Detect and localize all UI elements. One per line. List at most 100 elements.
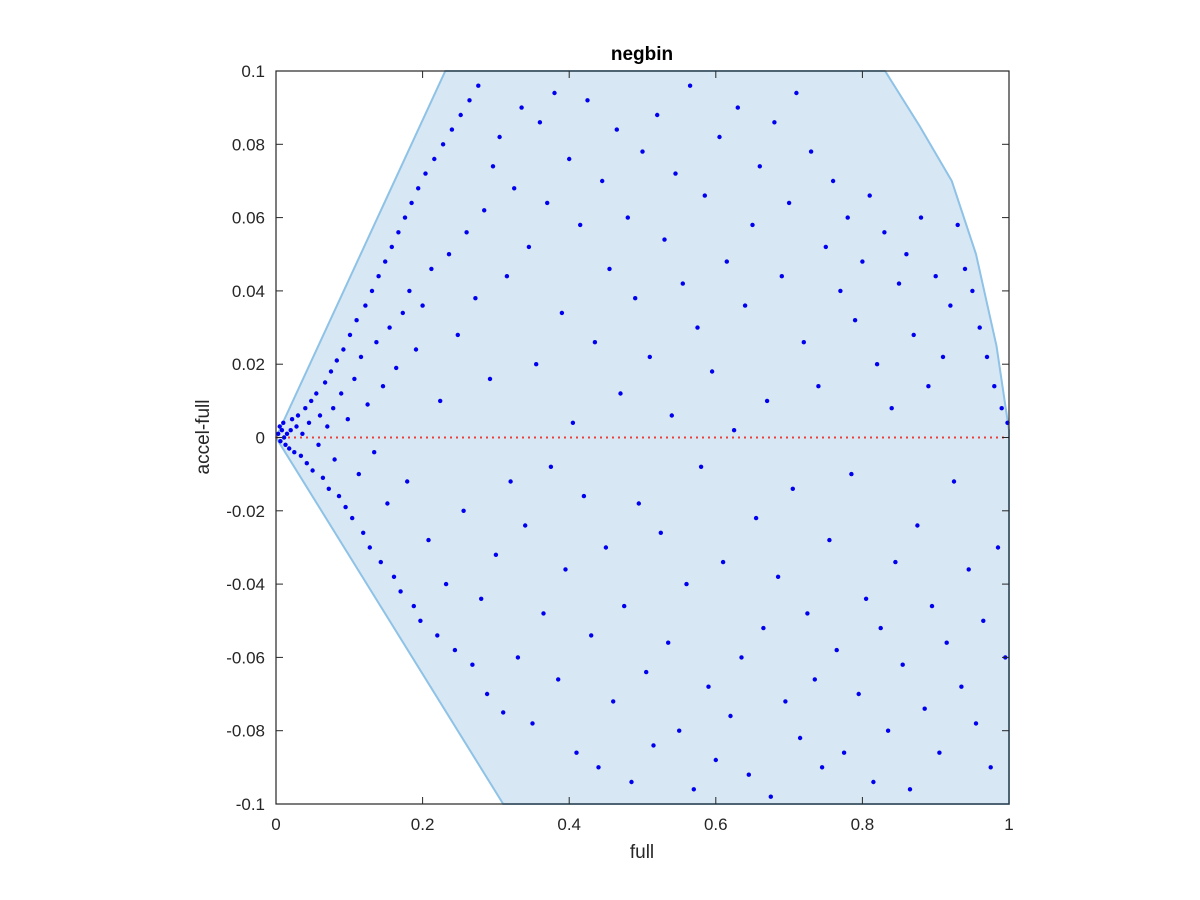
data-point <box>452 647 458 653</box>
data-point <box>298 453 304 458</box>
data-point <box>334 358 339 363</box>
data-point <box>929 603 935 609</box>
data-point <box>292 450 297 455</box>
data-point <box>283 442 288 447</box>
data-point <box>354 318 359 323</box>
data-point <box>779 274 784 279</box>
data-point <box>750 222 755 228</box>
data-point <box>753 515 759 521</box>
data-point <box>336 493 342 499</box>
data-point <box>570 420 576 425</box>
data-point <box>281 435 287 440</box>
plot-area <box>274 70 1010 805</box>
data-point <box>658 530 663 535</box>
data-point <box>400 310 405 316</box>
data-point <box>429 266 434 272</box>
data-point <box>896 281 902 286</box>
data-point <box>984 354 990 360</box>
data-point <box>995 545 1001 550</box>
data-point <box>361 530 366 535</box>
data-point <box>278 439 283 444</box>
data-point <box>735 105 740 110</box>
y-tick-label: 0.08 <box>232 135 265 154</box>
data-point <box>794 90 799 96</box>
data-point <box>405 479 410 484</box>
data-point <box>512 186 517 191</box>
data-point <box>816 384 821 389</box>
data-point <box>775 574 781 579</box>
data-point <box>622 603 627 609</box>
data-point <box>684 581 689 587</box>
data-point <box>504 274 510 279</box>
data-point <box>276 431 281 436</box>
data-point <box>423 171 428 176</box>
chart-title: negbin <box>611 44 673 65</box>
data-point <box>838 288 843 294</box>
x-axis: 0 0.2 0.4 0.6 0.8 1 <box>271 71 1014 834</box>
y-tick-label: -0.06 <box>226 648 265 667</box>
data-point <box>556 677 561 682</box>
data-point <box>706 684 711 689</box>
data-point <box>367 545 372 550</box>
data-point <box>407 288 412 294</box>
data-point <box>328 369 334 374</box>
data-point <box>523 523 528 528</box>
data-point <box>981 618 986 623</box>
x-tick-label: 0.2 <box>411 815 435 834</box>
data-point <box>915 523 920 528</box>
data-point <box>966 567 971 572</box>
data-point <box>508 479 513 484</box>
data-point <box>352 376 357 382</box>
y-axis: -0.1 -0.08 -0.06 -0.04 -0.02 0 0.02 0.04 0.06 0.0… <box>226 62 1009 814</box>
data-point <box>378 559 383 565</box>
data-point <box>801 340 806 345</box>
data-point <box>666 640 671 645</box>
data-point <box>589 633 594 638</box>
data-point <box>470 662 475 667</box>
data-point <box>797 735 803 741</box>
data-point <box>611 699 616 704</box>
data-point <box>578 222 583 228</box>
data-point <box>306 420 312 425</box>
data-point <box>918 215 924 220</box>
data-point <box>720 559 726 565</box>
data-point <box>396 230 401 235</box>
x-tick-label: 0.8 <box>851 815 875 834</box>
data-point <box>592 340 598 345</box>
data-point <box>867 193 872 198</box>
data-point <box>955 222 960 228</box>
data-point <box>356 471 361 477</box>
data-point <box>805 611 810 616</box>
data-point <box>332 457 337 462</box>
data-point <box>724 259 729 264</box>
data-point <box>937 750 942 755</box>
data-point <box>900 662 905 667</box>
scatter-points <box>276 83 1010 799</box>
y-tick-label: 0.02 <box>232 355 265 374</box>
data-point <box>629 779 634 785</box>
data-point <box>849 471 854 477</box>
data-point <box>487 376 493 382</box>
data-point <box>746 772 751 777</box>
data-point <box>581 493 587 499</box>
data-point <box>432 156 437 162</box>
data-point <box>783 699 788 704</box>
data-point <box>484 691 490 697</box>
data-point <box>812 677 817 682</box>
data-point <box>519 105 524 110</box>
data-point <box>625 215 630 220</box>
data-point <box>636 501 641 506</box>
data-point <box>999 406 1004 411</box>
data-point <box>959 684 964 689</box>
data-point <box>420 303 425 308</box>
data-point <box>314 391 319 396</box>
y-tick-label: 0.04 <box>232 282 265 301</box>
data-point <box>545 200 550 206</box>
data-point <box>933 274 938 279</box>
data-point <box>717 134 722 140</box>
data-point <box>889 406 894 411</box>
data-point <box>347 332 353 338</box>
data-point <box>426 537 431 543</box>
data-point <box>702 193 707 198</box>
